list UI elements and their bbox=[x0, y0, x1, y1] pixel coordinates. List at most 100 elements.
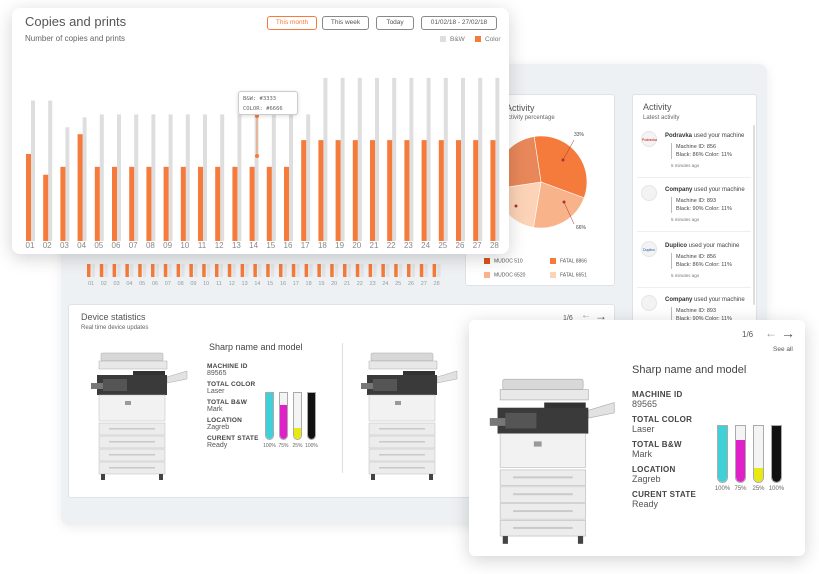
bar-bw[interactable] bbox=[203, 114, 207, 241]
bg-x-tick-label: 14 bbox=[254, 281, 260, 286]
bar-color[interactable] bbox=[112, 166, 117, 241]
bar-bw[interactable] bbox=[461, 77, 465, 241]
printer-shape bbox=[489, 378, 615, 544]
bg-bar-color bbox=[330, 264, 334, 277]
bar-color[interactable] bbox=[490, 140, 496, 241]
activity-text: Company used your machine bbox=[665, 187, 745, 193]
spec-label: CURENT STATE bbox=[632, 490, 697, 499]
bar-color[interactable] bbox=[180, 166, 186, 241]
toner-label: 75% bbox=[278, 443, 289, 449]
bar-bw[interactable] bbox=[409, 77, 414, 241]
bar-bw[interactable] bbox=[134, 114, 139, 241]
bar-bw[interactable] bbox=[478, 77, 483, 241]
next-arrow-icon[interactable]: → bbox=[781, 325, 795, 341]
bar-color[interactable] bbox=[249, 166, 255, 241]
bar-bw[interactable] bbox=[323, 77, 328, 241]
bar-color[interactable] bbox=[146, 166, 152, 241]
bar-color[interactable] bbox=[163, 166, 169, 241]
filter-today-button[interactable]: Today bbox=[376, 16, 414, 30]
pie-legend-item: FATAL 6651 bbox=[550, 272, 614, 278]
legend-label: MUDOC 6520 bbox=[494, 272, 526, 279]
bar-color[interactable] bbox=[94, 166, 100, 241]
bg-bar-bw bbox=[321, 264, 326, 277]
bar-color[interactable] bbox=[266, 166, 272, 241]
bg-x-tick-label: 12 bbox=[229, 281, 235, 286]
bar-bw[interactable] bbox=[271, 114, 276, 241]
activity-item[interactable]: Podravka Podravka used your machine Mach… bbox=[641, 131, 749, 179]
toner-label: 100% bbox=[714, 486, 731, 492]
bar-bw[interactable] bbox=[426, 77, 431, 241]
bg-bar-bw bbox=[424, 264, 428, 277]
bar-color[interactable] bbox=[404, 140, 410, 241]
activity-time: 5 minutes ago bbox=[671, 217, 700, 222]
bar-color[interactable] bbox=[438, 140, 444, 241]
bar-bw[interactable] bbox=[495, 77, 500, 241]
bar-bw[interactable] bbox=[168, 114, 173, 241]
legend-bw: B&W bbox=[440, 36, 465, 43]
pie-slice[interactable] bbox=[533, 135, 588, 199]
activity-item[interactable]: Duplico Duplico used your machine Machin… bbox=[641, 241, 749, 289]
bar-bw[interactable] bbox=[392, 77, 397, 241]
bar-bw[interactable] bbox=[254, 114, 259, 241]
x-tick-label: 03 bbox=[60, 241, 69, 250]
bar-bw[interactable] bbox=[82, 117, 87, 241]
bar-bw[interactable] bbox=[443, 77, 448, 241]
next-arrow-icon[interactable]: → bbox=[595, 309, 607, 323]
filter-this-week-button[interactable]: This week bbox=[322, 16, 369, 30]
see-all-link[interactable]: See all bbox=[773, 346, 793, 353]
prev-arrow-icon[interactable]: ← bbox=[581, 310, 591, 321]
bg-x-tick-label: 04 bbox=[126, 281, 132, 286]
bar-color[interactable] bbox=[387, 140, 393, 241]
bar-color[interactable] bbox=[456, 140, 461, 241]
bar-color[interactable] bbox=[215, 166, 221, 241]
pie-subtitle: Activity percentage bbox=[504, 115, 555, 121]
activity-scrollbar[interactable] bbox=[753, 125, 755, 305]
toner-tube bbox=[753, 425, 764, 483]
activity-item[interactable]: Company used your machine Machine ID: 89… bbox=[641, 295, 749, 343]
bg-x-tick-label: 03 bbox=[114, 281, 120, 286]
activity-panel: Activity Latest activity Podravka Podrav… bbox=[632, 94, 757, 344]
bar-color[interactable] bbox=[301, 140, 307, 241]
bar-bw[interactable] bbox=[117, 114, 121, 241]
bar-color[interactable] bbox=[77, 134, 83, 241]
device-stats-title: Device statistics bbox=[81, 312, 146, 322]
bar-bw[interactable] bbox=[185, 114, 190, 241]
bar-color[interactable] bbox=[60, 166, 66, 241]
pie-label-bottom: 66% bbox=[576, 225, 587, 231]
bar-color[interactable] bbox=[129, 166, 135, 241]
bar-color[interactable] bbox=[370, 140, 375, 241]
bar-color[interactable] bbox=[335, 140, 341, 241]
bar-bw[interactable] bbox=[375, 77, 379, 241]
bar-bw[interactable] bbox=[31, 100, 35, 241]
bar-bw[interactable] bbox=[340, 77, 345, 241]
pie-slice[interactable] bbox=[533, 181, 585, 229]
bar-color[interactable] bbox=[26, 153, 31, 241]
bg-bar-color bbox=[227, 264, 232, 277]
bg-bar-bw bbox=[155, 264, 159, 277]
bg-bar-bw bbox=[245, 264, 249, 277]
bar-bw[interactable] bbox=[65, 127, 70, 241]
bar-color[interactable] bbox=[198, 166, 203, 241]
prev-arrow-icon[interactable]: ← bbox=[765, 326, 777, 340]
bar-color[interactable] bbox=[284, 166, 289, 241]
bar-color[interactable] bbox=[232, 166, 238, 241]
bar-bw[interactable] bbox=[151, 114, 156, 241]
bar-bw[interactable] bbox=[99, 114, 104, 241]
filter-this-month-button[interactable]: This month bbox=[267, 16, 317, 30]
bar-bw[interactable] bbox=[357, 77, 362, 241]
bg-bar-color bbox=[125, 264, 129, 277]
bar-bw[interactable] bbox=[48, 100, 53, 241]
activity-item[interactable]: Company used your machine Machine ID: 89… bbox=[641, 185, 749, 233]
bar-color[interactable] bbox=[421, 140, 427, 241]
bar-bw[interactable] bbox=[306, 114, 311, 241]
bar-color[interactable] bbox=[43, 174, 49, 241]
bar-color[interactable] bbox=[352, 140, 358, 241]
bar-bw[interactable] bbox=[220, 114, 225, 241]
bar-bw[interactable] bbox=[237, 114, 242, 241]
bg-x-tick-label: 06 bbox=[152, 281, 158, 286]
bar-color[interactable] bbox=[318, 140, 324, 241]
bar-color[interactable] bbox=[473, 140, 479, 241]
bar-bw[interactable] bbox=[289, 114, 293, 241]
toner-tube bbox=[279, 392, 288, 440]
date-range-button[interactable]: 01/02/18 - 27/02/18 bbox=[421, 16, 497, 30]
